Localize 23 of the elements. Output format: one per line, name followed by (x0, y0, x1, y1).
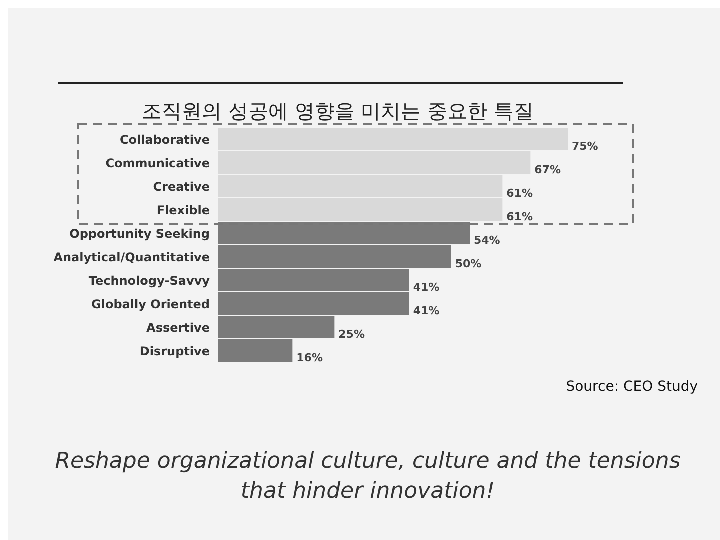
data-label: 54% (474, 234, 500, 247)
y-tick-label: Assertive (146, 320, 210, 335)
text: Reshape organizational culture, culture and the tensions that hinder innovation! (55, 449, 681, 504)
data-label: 67% (534, 163, 562, 176)
data-label: 41% (413, 280, 440, 294)
y-tick-label: Technology-Savvy (88, 274, 210, 288)
y-tick-label: Opportunity Seeking (70, 226, 210, 241)
y-tick-label: Globally Oriented (92, 297, 210, 312)
data-label: 61% (506, 210, 534, 224)
y-tick-label: Creative (153, 180, 210, 194)
y-tick-label: Communicative (106, 156, 210, 170)
y-tick-label: Collaborative (120, 132, 210, 147)
chart-title: 조직원의 성공에 영향을 미치는 중요한 특질 (142, 99, 534, 123)
data-label: 75% (572, 140, 598, 153)
data-label: 16% (296, 351, 324, 364)
data-label: 50% (455, 257, 482, 270)
y-tick-label: Analytical/Quantitative (54, 250, 210, 264)
data-label: 25% (338, 328, 366, 341)
y-tick-label: Flexible (156, 203, 210, 218)
y-tick-label: Disruptive (140, 344, 210, 358)
source-note: Source: CEO Study (566, 379, 698, 395)
data-label: 61% (506, 186, 534, 200)
data-label: 41% (413, 304, 440, 318)
